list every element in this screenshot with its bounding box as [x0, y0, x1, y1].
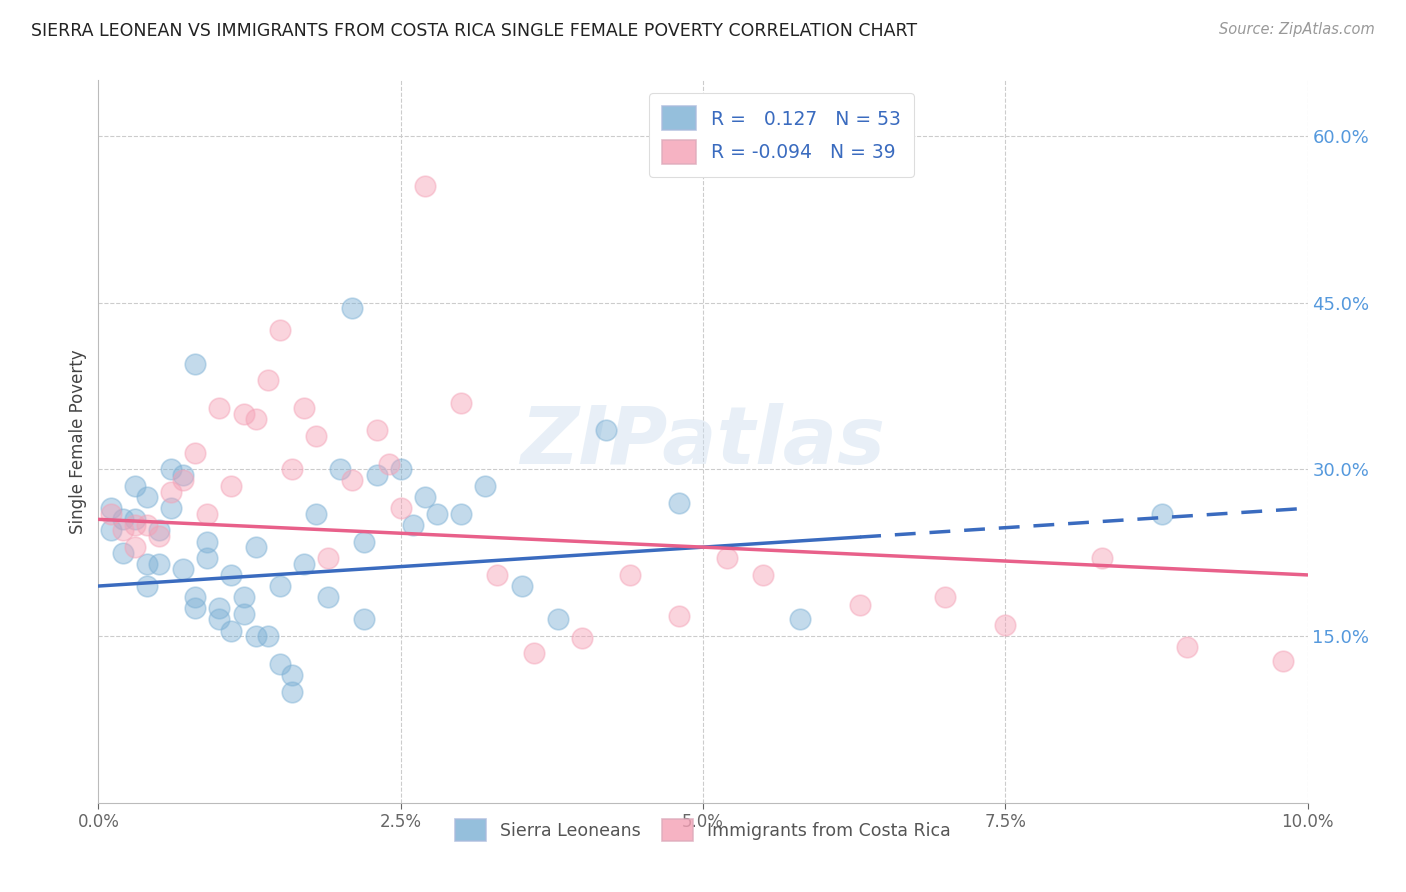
Point	[450, 395, 472, 409]
Y-axis label: Single Female Poverty: Single Female Poverty	[69, 350, 87, 533]
Point	[716, 551, 738, 566]
Point	[124, 479, 146, 493]
Point	[389, 462, 412, 476]
Text: SIERRA LEONEAN VS IMMIGRANTS FROM COSTA RICA SINGLE FEMALE POVERTY CORRELATION C: SIERRA LEONEAN VS IMMIGRANTS FROM COSTA …	[31, 22, 917, 40]
Point	[474, 479, 496, 493]
Point	[571, 632, 593, 646]
Point	[305, 507, 328, 521]
Point	[135, 517, 157, 532]
Point	[100, 507, 122, 521]
Point	[172, 562, 194, 576]
Point	[523, 646, 546, 660]
Point	[366, 424, 388, 438]
Point	[111, 512, 134, 526]
Point	[1175, 640, 1198, 655]
Point	[281, 668, 304, 682]
Point	[316, 551, 339, 566]
Point	[232, 407, 254, 421]
Point	[111, 546, 134, 560]
Point	[994, 618, 1017, 632]
Point	[752, 568, 775, 582]
Point	[160, 484, 183, 499]
Point	[148, 524, 170, 538]
Point	[353, 534, 375, 549]
Point	[172, 474, 194, 488]
Point	[789, 612, 811, 626]
Point	[269, 657, 291, 671]
Point	[450, 507, 472, 521]
Point	[1152, 507, 1174, 521]
Point	[353, 612, 375, 626]
Point	[124, 512, 146, 526]
Point	[208, 601, 231, 615]
Point	[135, 557, 157, 571]
Point	[305, 429, 328, 443]
Point	[195, 507, 218, 521]
Point	[595, 424, 617, 438]
Point	[208, 612, 231, 626]
Point	[342, 301, 364, 315]
Point	[486, 568, 509, 582]
Text: ZIPatlas: ZIPatlas	[520, 402, 886, 481]
Point	[668, 609, 690, 624]
Point	[245, 540, 267, 554]
Point	[221, 624, 243, 638]
Point	[172, 467, 194, 482]
Point	[619, 568, 641, 582]
Point	[195, 551, 218, 566]
Point	[413, 490, 436, 504]
Text: Source: ZipAtlas.com: Source: ZipAtlas.com	[1219, 22, 1375, 37]
Point	[269, 579, 291, 593]
Point	[135, 579, 157, 593]
Point	[510, 579, 533, 593]
Point	[389, 501, 412, 516]
Point	[342, 474, 364, 488]
Point	[184, 357, 207, 371]
Point	[184, 601, 207, 615]
Point	[426, 507, 449, 521]
Point	[329, 462, 352, 476]
Point	[377, 457, 399, 471]
Point	[668, 496, 690, 510]
Point	[160, 462, 183, 476]
Point	[281, 462, 304, 476]
Point	[256, 373, 278, 387]
Point	[269, 323, 291, 337]
Point	[221, 568, 243, 582]
Point	[547, 612, 569, 626]
Point	[849, 598, 872, 612]
Point	[111, 524, 134, 538]
Point	[160, 501, 183, 516]
Point	[100, 524, 122, 538]
Point	[232, 607, 254, 621]
Point	[195, 534, 218, 549]
Point	[292, 557, 315, 571]
Point	[184, 590, 207, 604]
Point	[124, 540, 146, 554]
Point	[245, 412, 267, 426]
Point	[135, 490, 157, 504]
Point	[413, 178, 436, 193]
Point	[124, 517, 146, 532]
Point	[256, 629, 278, 643]
Point	[184, 445, 207, 459]
Point	[281, 684, 304, 698]
Point	[148, 529, 170, 543]
Point	[366, 467, 388, 482]
Point	[402, 517, 425, 532]
Legend: Sierra Leoneans, Immigrants from Costa Rica: Sierra Leoneans, Immigrants from Costa R…	[449, 812, 957, 848]
Point	[221, 479, 243, 493]
Point	[1272, 653, 1295, 667]
Point	[316, 590, 339, 604]
Point	[292, 401, 315, 416]
Point	[245, 629, 267, 643]
Point	[148, 557, 170, 571]
Point	[232, 590, 254, 604]
Point	[1091, 551, 1114, 566]
Point	[934, 590, 956, 604]
Point	[100, 501, 122, 516]
Point	[208, 401, 231, 416]
